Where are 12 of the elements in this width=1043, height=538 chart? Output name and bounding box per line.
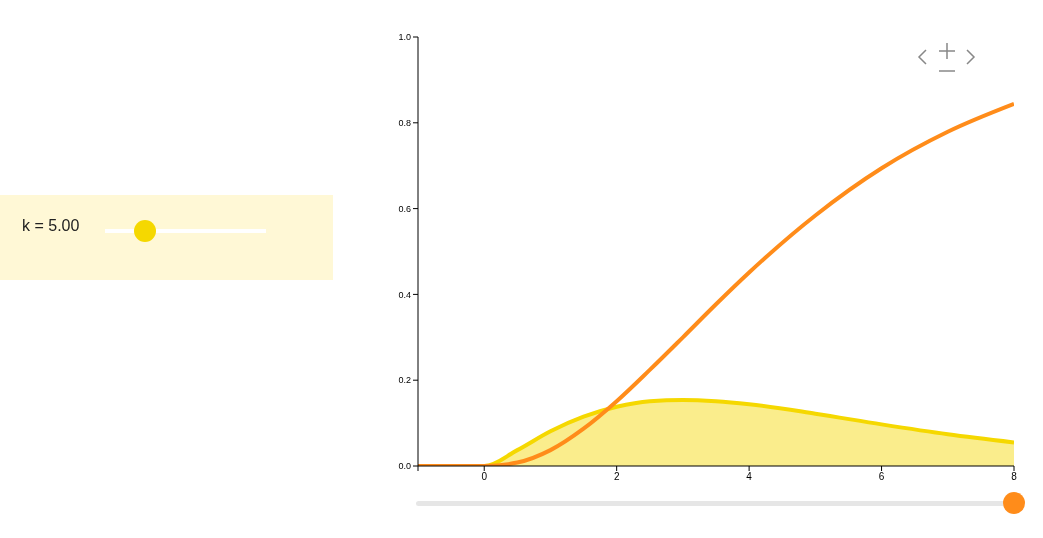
x-tick-label: 2 — [613, 471, 620, 483]
y-tick-label: 0.4 — [398, 289, 411, 300]
x-tick-label: 0 — [481, 471, 488, 483]
x-tick-label: 8 — [1011, 471, 1018, 483]
y-tick-label: 1.0 — [398, 32, 411, 43]
x-tick-label: 4 — [746, 471, 753, 483]
y-tick-label: 0.2 — [398, 375, 411, 386]
y-tick-label: 0.8 — [398, 118, 411, 128]
y-tick-label: 0.0 — [398, 461, 411, 472]
y-tick-label: 0.6 — [398, 203, 411, 214]
x-tick-label: 6 — [878, 471, 885, 483]
slider-panel: k = 5.00 — [0, 195, 333, 280]
